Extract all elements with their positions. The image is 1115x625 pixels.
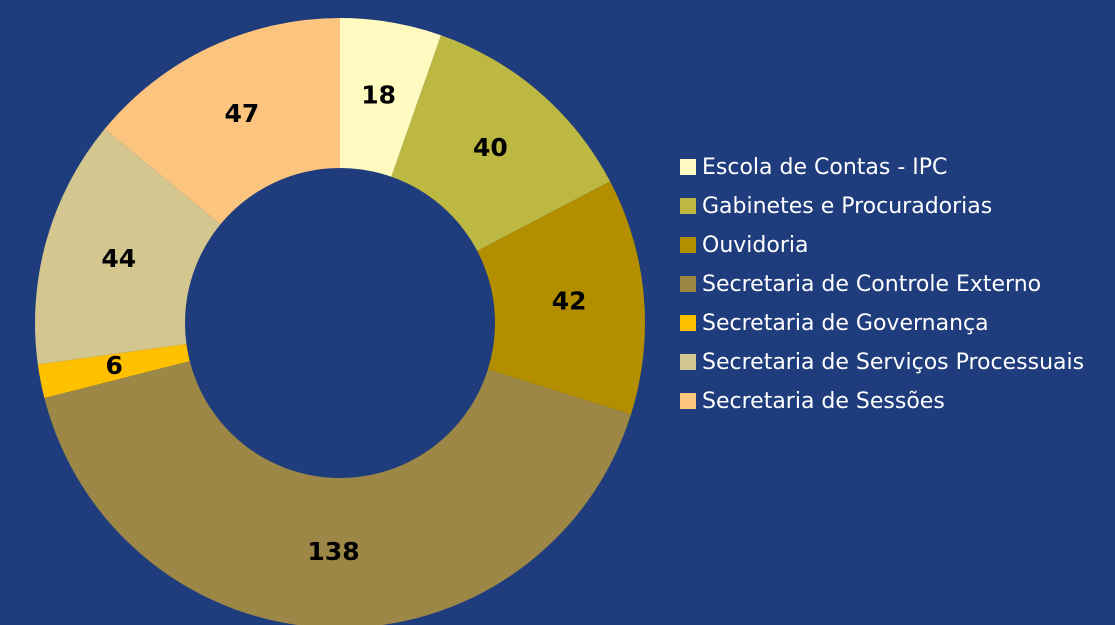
- donut-slice: [44, 361, 631, 625]
- legend-swatch: [680, 198, 696, 214]
- legend-label: Secretaria de Sessões: [702, 389, 945, 414]
- value-label: 138: [307, 537, 359, 566]
- donut-slice: [35, 129, 221, 365]
- donut-slice: [340, 18, 442, 177]
- value-label: 44: [101, 244, 136, 273]
- legend-swatch: [680, 354, 696, 370]
- value-label: 6: [106, 351, 123, 380]
- legend-label: Secretaria de Serviços Processuais: [702, 350, 1084, 375]
- legend-swatch: [680, 159, 696, 175]
- legend-swatch: [680, 315, 696, 331]
- legend-swatch: [680, 276, 696, 292]
- legend-label: Secretaria de Governança: [702, 311, 989, 336]
- donut-slice: [37, 344, 190, 399]
- value-label: 18: [361, 80, 396, 109]
- donut-slice: [104, 18, 340, 225]
- legend-swatch: [680, 393, 696, 409]
- donut-slice: [391, 35, 611, 252]
- legend-label: Secretaria de Controle Externo: [702, 272, 1041, 297]
- value-label: 42: [552, 287, 587, 316]
- legend-swatch: [680, 237, 696, 253]
- legend-label: Gabinetes e Procuradorias: [702, 194, 992, 219]
- legend-label: Ouvidoria: [702, 233, 808, 258]
- donut-slice: [477, 181, 645, 415]
- legend-label: Escola de Contas - IPC: [702, 155, 947, 180]
- value-label: 40: [473, 133, 508, 162]
- value-label: 47: [224, 99, 259, 128]
